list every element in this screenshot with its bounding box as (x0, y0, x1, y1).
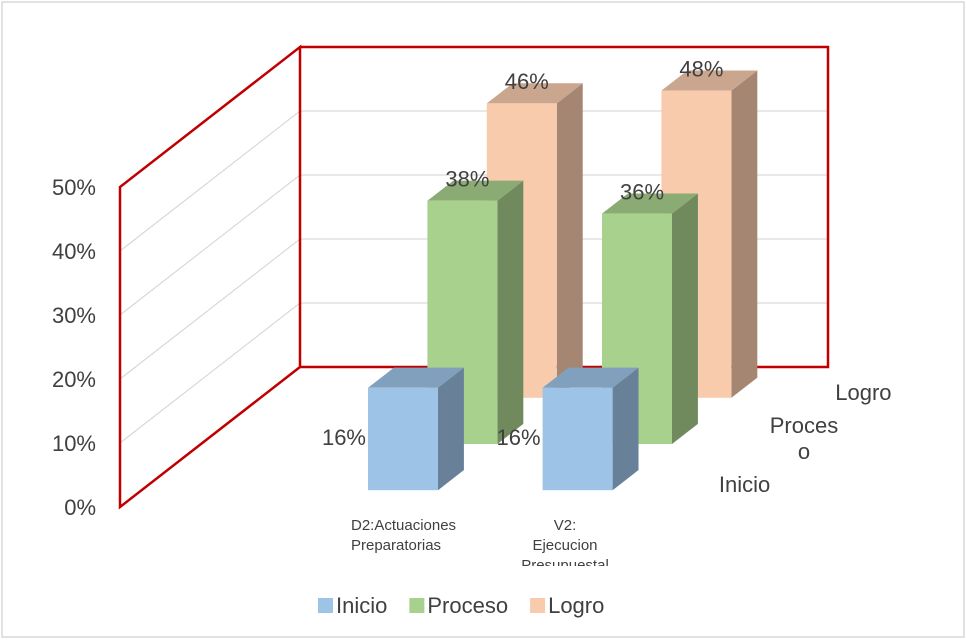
bar-side (731, 70, 758, 398)
depth-label-box: Proceso (769, 413, 839, 464)
y-tick-label: 10% (52, 431, 96, 456)
bar-side (612, 367, 639, 491)
bar-side (438, 367, 464, 491)
y-tick-label: 20% (52, 367, 96, 392)
x-tick-label-box: D2:Actuaciones Preparatorias (351, 517, 457, 554)
x-tick-label: D2:Actuaciones Preparatorias (351, 517, 457, 554)
data-label: 48% (679, 56, 723, 81)
legend-swatch (530, 598, 546, 613)
legend-label: Proceso (427, 593, 508, 618)
depth-label: Proceso (769, 413, 839, 464)
legend-swatch (318, 598, 333, 613)
y-tick-label: 0% (64, 495, 96, 520)
bar (368, 387, 438, 491)
depth-label-box: Inicio (718, 472, 771, 498)
bar-side (497, 180, 524, 444)
depth-label-box: Logro (835, 379, 892, 405)
x-tick-label: V2: Ejecucion Presupuestal (521, 517, 609, 566)
legend-swatch (409, 598, 425, 613)
bar (542, 387, 613, 491)
bar-top (427, 180, 524, 201)
legend-label: Logro (548, 593, 604, 618)
bar-top (661, 70, 758, 91)
depth-label: Inicio (718, 472, 771, 498)
y-tick-label: 30% (52, 303, 96, 328)
bar-top (542, 367, 639, 388)
bar-side (556, 83, 583, 398)
y-tick-label: 50% (52, 175, 96, 200)
x-tick-label-box: V2: Ejecucion Presupuestal (521, 517, 609, 566)
data-label: 16% (322, 425, 366, 450)
bar-side (672, 193, 698, 444)
bar-top (368, 367, 464, 388)
y-tick-label: 40% (52, 239, 96, 264)
data-label: 16% (497, 425, 541, 450)
bar-top (602, 193, 698, 214)
data-label: 38% (445, 167, 489, 192)
bar-top (486, 83, 583, 104)
data-label: 46% (505, 69, 549, 94)
legend-label: Inicio (336, 593, 387, 618)
data-label: 36% (620, 179, 664, 204)
depth-label: Logro (835, 379, 892, 405)
